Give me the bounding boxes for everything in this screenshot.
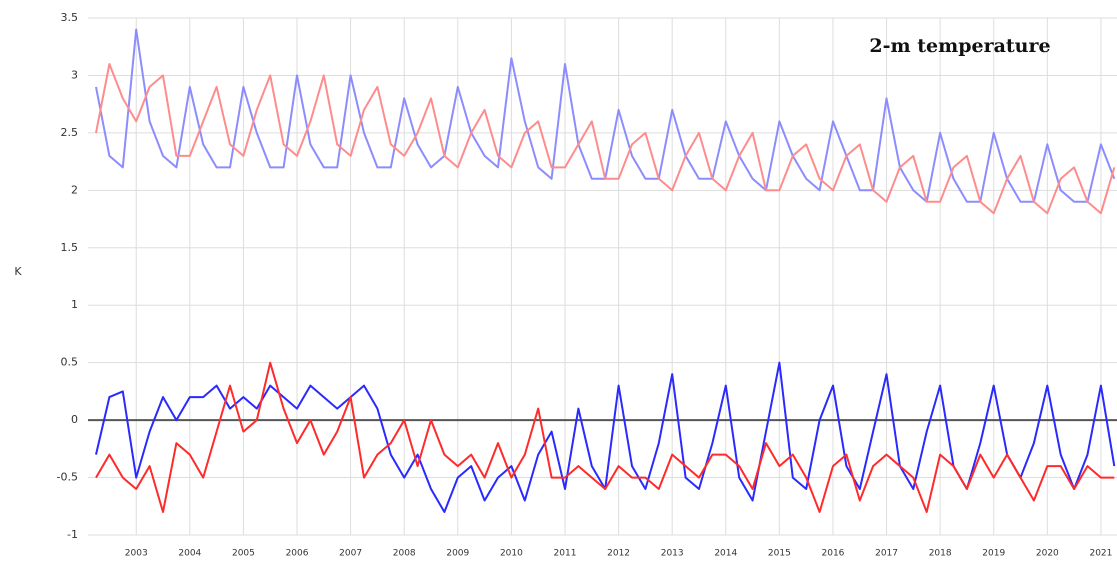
y-tick-label: -1 [67, 528, 78, 541]
series-line [95, 361, 1115, 513]
x-tick-label: 2014 [714, 549, 737, 559]
x-tick-label: 2010 [500, 549, 523, 559]
y-tick-label: 3.5 [61, 11, 79, 24]
x-tick-label: 2011 [554, 549, 577, 559]
y-axis-label: K [14, 265, 22, 278]
y-tick-label: 2.5 [61, 126, 79, 139]
series-line [95, 63, 1116, 215]
x-tick-label: 2021 [1089, 549, 1112, 559]
x-tick-label: 2009 [446, 549, 469, 559]
y-tick-label: 3 [71, 68, 78, 81]
y-tick-label: 0 [71, 413, 78, 426]
chart-title: 2-m temperature [869, 35, 1050, 57]
x-tick-label: 2012 [607, 549, 630, 559]
x-tick-label: 2019 [982, 549, 1005, 559]
x-tick-label: 2006 [286, 549, 309, 559]
x-tick-label: 2004 [178, 549, 201, 559]
y-tick-label: 0.5 [61, 356, 79, 369]
x-tick-label: 2003 [125, 549, 148, 559]
y-tick-label: -0.5 [57, 471, 78, 484]
x-tick-label: 2016 [822, 549, 845, 559]
y-tick-label: 2 [71, 183, 78, 196]
x-tick-label: 2007 [339, 549, 362, 559]
x-tick-label: 2018 [929, 549, 952, 559]
x-tick-label: 2013 [661, 549, 684, 559]
y-tick-label: 1.5 [61, 241, 79, 254]
x-tick-label: 2020 [1036, 549, 1059, 559]
x-tick-label: 2005 [232, 549, 255, 559]
x-tick-label: 2008 [393, 549, 416, 559]
x-tick-label: 2015 [768, 549, 791, 559]
y-tick-label: 1 [71, 298, 78, 311]
x-tick-label: 2017 [875, 549, 898, 559]
